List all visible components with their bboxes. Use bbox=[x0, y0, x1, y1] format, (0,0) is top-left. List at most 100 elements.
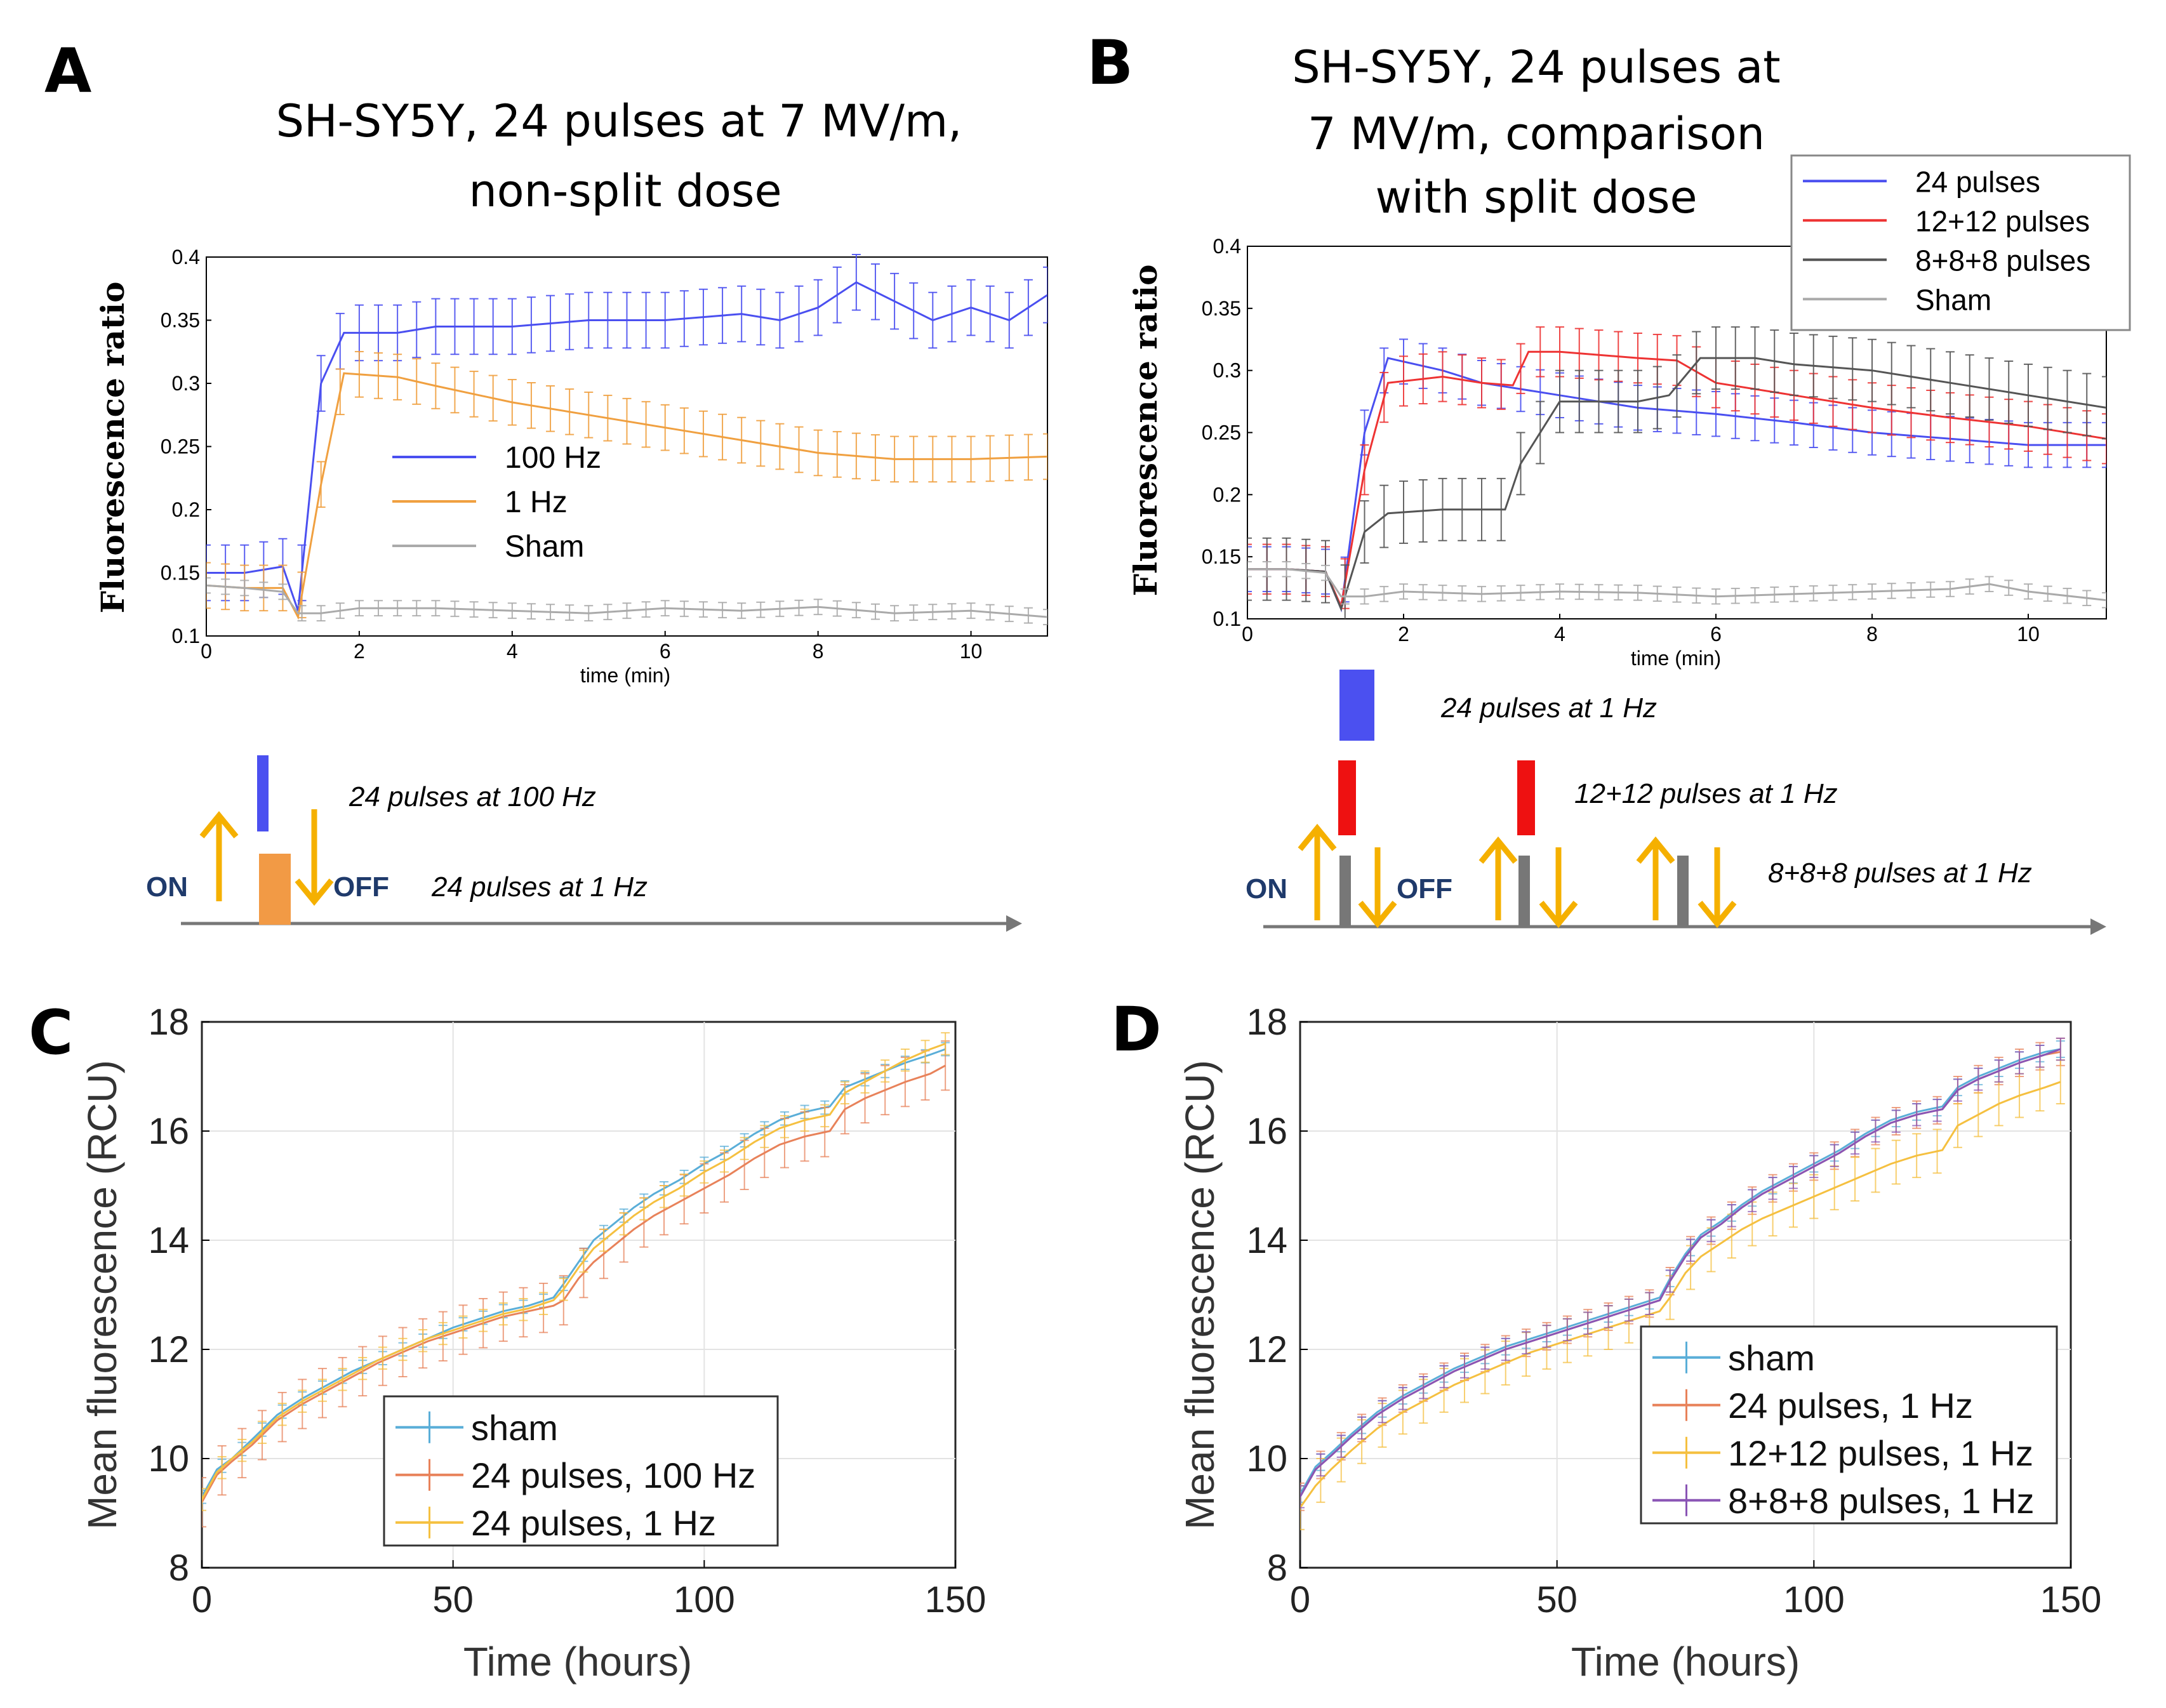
chart-b-ytick-label: 0.25 bbox=[1202, 421, 1241, 444]
diagram-a-label-1hz: 24 pulses at 1 Hz bbox=[431, 871, 648, 903]
chart-d-series-12-12-pulses-1-hz-line bbox=[1300, 1081, 2061, 1509]
chart-c-legend: sham 24 pulses, 100 Hz 24 pulses, 1 Hz bbox=[383, 1395, 779, 1547]
chart-b-legend-box bbox=[1790, 154, 2131, 331]
diagram-b-label-12: 12+12 pulses at 1 Hz bbox=[1574, 778, 1838, 809]
diagram-b-on-arrow-icon-3 bbox=[1636, 836, 1675, 920]
chart-d-legend-item-12-12-pulses-1-hz-label: 12+12 pulses, 1 Hz bbox=[1728, 1433, 2033, 1473]
chart-c-series-group bbox=[202, 1032, 950, 1528]
chart-b-legend-item-8-8-8-pulses-label: 8+8+8 pulses bbox=[1915, 244, 2090, 277]
chart-b-series-8-8-8-pulses bbox=[1247, 326, 2106, 619]
chart-c-ytick-label: 18 bbox=[148, 1002, 189, 1043]
chart-c-series-sham-line bbox=[202, 1048, 946, 1497]
chart-a-xtick-label: 2 bbox=[354, 640, 365, 663]
diagram-b-label-24: 24 pulses at 1 Hz bbox=[1440, 692, 1657, 724]
chart-c-ytick-label: 8 bbox=[169, 1547, 189, 1589]
chart-b-xtick-label: 10 bbox=[2017, 623, 2040, 645]
diagram-b-off-arrow-icon-1 bbox=[1358, 847, 1397, 929]
diagram-a-label-100hz: 24 pulses at 100 Hz bbox=[349, 781, 596, 812]
panel-letter-a: A bbox=[44, 36, 91, 107]
chart-a-ytick-label: 0.3 bbox=[172, 372, 200, 395]
chart-d-legend-item-8-8-8-pulses-1-hz-label: 8+8+8 pulses, 1 Hz bbox=[1728, 1481, 2035, 1521]
panel-d: D 0 50 100 150 8 10 12 14 16 18 Mean fluorescence … bbox=[1111, 994, 2101, 1685]
chart-a-ytick-label: 0.25 bbox=[161, 435, 200, 458]
chart-b-ytick-label: 0.15 bbox=[1202, 545, 1241, 568]
chart-d-legend-item-sham-label: sham bbox=[1728, 1338, 1815, 1378]
chart-a-ytick-label: 0.2 bbox=[172, 498, 200, 521]
chart-a-ytick-label: 0.35 bbox=[161, 309, 200, 332]
chart-a-legend: 100 Hz 1 Hz Sham bbox=[392, 441, 601, 564]
chart-c-ytick-label: 10 bbox=[148, 1438, 189, 1480]
chart-b-xtick-label: 0 bbox=[1242, 623, 1253, 645]
chart-b-xlabel: time (min) bbox=[1631, 647, 1721, 670]
diagram-a-100hz-bar bbox=[257, 755, 269, 831]
diagram-b-on-arrow-icon-2 bbox=[1478, 836, 1518, 920]
chart-d-ylabel: Mean fluorescence (RCU) bbox=[1177, 1060, 1223, 1530]
panel-letter-d: D bbox=[1111, 994, 1162, 1065]
diagram-b-24-bar bbox=[1339, 670, 1374, 741]
chart-b-ytick-label: 0.2 bbox=[1213, 483, 1241, 506]
chart-c-ylabel: Mean fluorescence (RCU) bbox=[79, 1060, 125, 1530]
panel-b-title-line1: SH-SY5Y, 24 pulses at bbox=[1292, 41, 1781, 93]
chart-a-ylabel: Fluorescence ratio bbox=[94, 282, 131, 614]
panel-a: A SH-SY5Y, 24 pulses at 7 MV/m, non-spli… bbox=[44, 36, 1048, 932]
diagram-b-8-bar-2 bbox=[1518, 856, 1530, 927]
panel-a-title-line1: SH-SY5Y, 24 pulses at 7 MV/m, bbox=[276, 95, 962, 147]
chart-a-xtick-label: 10 bbox=[960, 640, 983, 663]
chart-a-ytick-label: 0.4 bbox=[172, 246, 200, 268]
chart-c-legend-item-24-pulses-100-hz-label: 24 pulses, 100 Hz bbox=[471, 1455, 755, 1495]
chart-b-legend-item-12-12-pulses-label: 12+12 pulses bbox=[1915, 204, 2090, 237]
panel-letter-c: C bbox=[29, 997, 73, 1068]
chart-a-series-sham-line bbox=[206, 584, 1047, 618]
chart-a-series-group bbox=[206, 254, 1047, 626]
chart-a-legend-item-100-hz-label: 100 Hz bbox=[505, 441, 601, 475]
diagram-b-timeline-arrowhead-icon bbox=[2090, 918, 2106, 935]
chart-b-xtick-label: 2 bbox=[1398, 623, 1409, 645]
diagram-b-off-arrow-icon-3 bbox=[1698, 847, 1737, 929]
chart-c-legend-item-sham-label: sham bbox=[471, 1408, 558, 1448]
chart-b-series-group bbox=[1247, 326, 2106, 619]
chart-b: 0 2 4 6 8 10 0.1 0.15 0.2 0.25 0.3 0.35 0.4 Fluoresce… bbox=[1127, 154, 2131, 670]
diagram-a-on-label: ON bbox=[146, 871, 188, 903]
chart-c-ytick-label: 14 bbox=[148, 1220, 189, 1261]
diagram-a-off-label: OFF bbox=[333, 871, 389, 903]
diagram-b-8-bar-3 bbox=[1677, 856, 1689, 927]
chart-b-series-sham bbox=[1247, 560, 2106, 609]
chart-b-legend-item-sham-label: Sham bbox=[1915, 283, 1991, 316]
chart-c-legend-box bbox=[383, 1395, 779, 1547]
chart-b-ytick-label: 0.3 bbox=[1213, 359, 1241, 382]
diagram-a: ON OFF 24 pulses at 100 Hz 24 pulses at … bbox=[146, 755, 1022, 932]
diagram-b-12-bar-1 bbox=[1338, 760, 1356, 835]
chart-c-ytick-label: 12 bbox=[148, 1329, 189, 1370]
diagram-b-on-arrow-icon-1 bbox=[1298, 823, 1337, 920]
chart-c-series-24-pulses-1-hz bbox=[202, 1032, 950, 1511]
chart-b-ytick-label: 0.4 bbox=[1213, 235, 1241, 258]
chart-d-ytick-label: 12 bbox=[1246, 1329, 1287, 1370]
chart-c-xtick-label: 150 bbox=[925, 1579, 987, 1620]
chart-a: 0 2 4 6 8 10 0.1 0.15 0.2 0.25 0.3 0.35 0.4 Fluoresce… bbox=[94, 246, 1048, 687]
diagram-a-1hz-bar bbox=[259, 854, 291, 925]
chart-d: 0 50 100 150 8 10 12 14 16 18 Mean fluorescence (R… bbox=[1177, 1002, 2101, 1685]
chart-c-ytick-label: 16 bbox=[148, 1111, 189, 1152]
panel-b: B SH-SY5Y, 24 pulses at 7 MV/m, comparis… bbox=[1087, 27, 2131, 935]
chart-a-xtick-label: 0 bbox=[201, 640, 212, 663]
panel-c: C 0 50 100 150 8 10 12 14 16 18 Mean fluorescence … bbox=[29, 997, 986, 1685]
chart-d-ytick-label: 14 bbox=[1246, 1220, 1287, 1261]
chart-a-xlabel: time (min) bbox=[580, 664, 670, 687]
diagram-b-12-bar-2 bbox=[1517, 760, 1535, 835]
chart-d-series-8-8-8-pulses-1-hz bbox=[1300, 1037, 2065, 1509]
chart-c-series-24-pulses-1-hz-line bbox=[202, 1042, 946, 1500]
chart-b-xtick-label: 8 bbox=[1866, 623, 1878, 645]
diagram-a-timeline-arrowhead-icon bbox=[1006, 915, 1022, 932]
diagram-a-on-arrow-icon bbox=[199, 811, 239, 901]
chart-d-ytick-label: 16 bbox=[1246, 1111, 1287, 1152]
panel-b-title-line2: 7 MV/m, comparison bbox=[1308, 108, 1765, 160]
diagram-b: ON OFF 24 pulses at 1 Hz 12+12 pulses at… bbox=[1246, 670, 2106, 935]
diagram-b-off-label: OFF bbox=[1397, 873, 1452, 904]
chart-c-legend-item-24-pulses-1-hz-label: 24 pulses, 1 Hz bbox=[471, 1503, 716, 1543]
chart-c-series-24-pulses-100-hz-line bbox=[202, 1064, 946, 1503]
panel-b-title-line3: with split dose bbox=[1375, 171, 1697, 223]
diagram-a-off-arrow-icon bbox=[295, 809, 334, 906]
chart-c-xtick-label: 0 bbox=[192, 1579, 212, 1620]
diagram-b-label-8: 8+8+8 pulses at 1 Hz bbox=[1768, 857, 2032, 889]
